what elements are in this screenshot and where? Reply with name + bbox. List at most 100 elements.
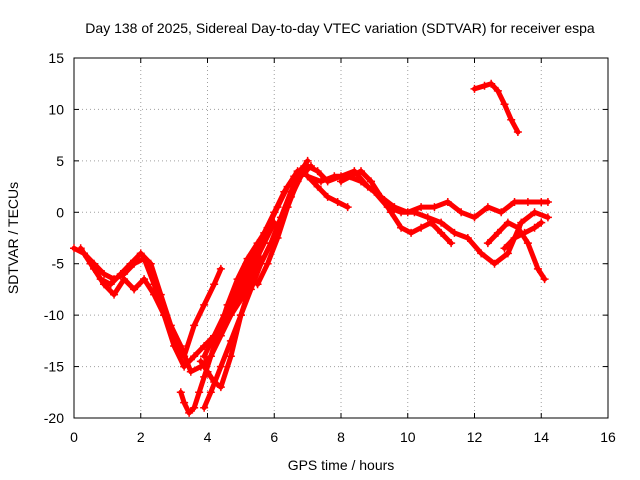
data-point bbox=[160, 311, 169, 320]
y-tick-label: 10 bbox=[48, 101, 64, 117]
data-point bbox=[246, 285, 255, 294]
y-tick-label: 5 bbox=[56, 153, 64, 169]
data-point bbox=[80, 249, 89, 258]
data-point bbox=[357, 167, 366, 176]
data-point bbox=[500, 244, 509, 253]
data-point bbox=[313, 182, 322, 191]
data-point bbox=[407, 228, 416, 237]
data-point bbox=[263, 223, 272, 232]
data-point bbox=[457, 208, 466, 217]
data-point bbox=[236, 311, 245, 320]
data-point bbox=[500, 100, 509, 109]
data-point bbox=[140, 254, 149, 263]
data-point bbox=[263, 259, 272, 268]
series-arc-3 bbox=[81, 220, 277, 370]
data-point bbox=[253, 239, 262, 248]
data-point bbox=[447, 239, 456, 248]
data-point bbox=[343, 203, 352, 212]
data-point bbox=[543, 198, 552, 206]
x-tick-label: 14 bbox=[533, 429, 549, 445]
data-point bbox=[190, 321, 199, 330]
data-point bbox=[530, 208, 539, 217]
data-point bbox=[283, 182, 292, 191]
data-point bbox=[367, 177, 376, 186]
data-point bbox=[253, 280, 262, 289]
data-point bbox=[223, 300, 232, 309]
data-point bbox=[443, 198, 452, 206]
data-point bbox=[483, 203, 492, 212]
data-point bbox=[513, 128, 522, 137]
data-point bbox=[90, 259, 99, 268]
data-point bbox=[200, 372, 209, 381]
chart-title: Day 138 of 2025, Sidereal Day-to-day VTE… bbox=[85, 20, 595, 36]
data-point bbox=[216, 362, 225, 371]
data-point bbox=[463, 234, 472, 242]
y-tick-label: -15 bbox=[44, 359, 64, 375]
data-point bbox=[206, 388, 215, 397]
data-point bbox=[477, 249, 486, 258]
y-tick-label: 15 bbox=[48, 50, 64, 66]
data-point bbox=[313, 167, 322, 176]
x-axis-label: GPS time / hours bbox=[288, 457, 395, 473]
y-axis-label: SDTVAR / TECUs bbox=[5, 182, 21, 294]
data-point bbox=[303, 162, 312, 170]
data-point bbox=[185, 408, 194, 417]
data-point bbox=[417, 223, 426, 232]
data-point bbox=[507, 115, 516, 124]
data-point bbox=[176, 388, 185, 397]
data-point bbox=[450, 228, 459, 237]
y-tick-label: -20 bbox=[44, 410, 64, 426]
data-point bbox=[106, 280, 115, 289]
data-point bbox=[243, 254, 252, 263]
data-point bbox=[510, 234, 519, 242]
data-point bbox=[503, 249, 512, 258]
data-point bbox=[523, 239, 532, 248]
data-point bbox=[226, 336, 235, 345]
series-arc-6 bbox=[178, 168, 301, 416]
data-point bbox=[140, 275, 149, 284]
data-point bbox=[273, 234, 282, 242]
data-point bbox=[316, 177, 325, 186]
data-point bbox=[427, 218, 436, 227]
data-point bbox=[543, 213, 552, 222]
data-point bbox=[423, 213, 432, 222]
series-arc-10 bbox=[338, 168, 454, 246]
data-point bbox=[273, 203, 282, 212]
data-point bbox=[170, 342, 179, 350]
y-tick-label: -10 bbox=[44, 307, 64, 323]
data-point bbox=[283, 203, 292, 212]
x-tick-label: 0 bbox=[70, 429, 78, 445]
data-point bbox=[520, 228, 529, 237]
data-point bbox=[510, 198, 519, 206]
data-point bbox=[210, 280, 219, 289]
data-point bbox=[76, 244, 85, 253]
y-tick-label: -5 bbox=[52, 256, 65, 272]
data-point bbox=[216, 383, 225, 392]
x-tick-label: 6 bbox=[270, 429, 278, 445]
data-point bbox=[397, 208, 406, 217]
data-point bbox=[186, 367, 195, 376]
data-point bbox=[540, 275, 549, 284]
data-series bbox=[70, 79, 552, 417]
data-point bbox=[437, 228, 446, 237]
data-point bbox=[216, 264, 225, 273]
data-point bbox=[100, 270, 109, 278]
data-point bbox=[180, 362, 189, 371]
x-tick-label: 4 bbox=[204, 429, 212, 445]
data-point bbox=[503, 218, 512, 227]
data-point bbox=[497, 208, 506, 217]
data-point bbox=[337, 177, 345, 186]
x-tick-label: 2 bbox=[137, 429, 145, 445]
data-point bbox=[530, 223, 539, 232]
data-point bbox=[490, 259, 499, 268]
data-point bbox=[513, 223, 522, 232]
data-point bbox=[110, 290, 119, 299]
y-tick-labels: -20 -15 -10 -5 0 5 10 15 bbox=[44, 50, 64, 426]
x-tick-labels: 0 2 4 6 8 10 12 14 16 bbox=[70, 429, 616, 445]
data-point bbox=[136, 249, 145, 258]
axis-ticks bbox=[73, 57, 609, 419]
data-point bbox=[200, 403, 209, 412]
data-point bbox=[523, 198, 532, 206]
data-point bbox=[397, 223, 406, 232]
